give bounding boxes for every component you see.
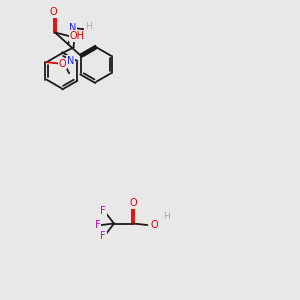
Text: F: F [100,206,106,216]
Text: O: O [150,220,158,230]
Text: H: H [163,212,170,221]
Text: F: F [100,231,106,241]
Text: O: O [50,7,57,17]
Text: O: O [129,198,137,208]
Text: H: H [85,22,92,31]
Text: OH: OH [70,31,85,41]
Text: N: N [67,56,74,66]
Text: O: O [58,59,66,69]
Text: N: N [69,23,76,33]
Text: F: F [95,220,100,230]
